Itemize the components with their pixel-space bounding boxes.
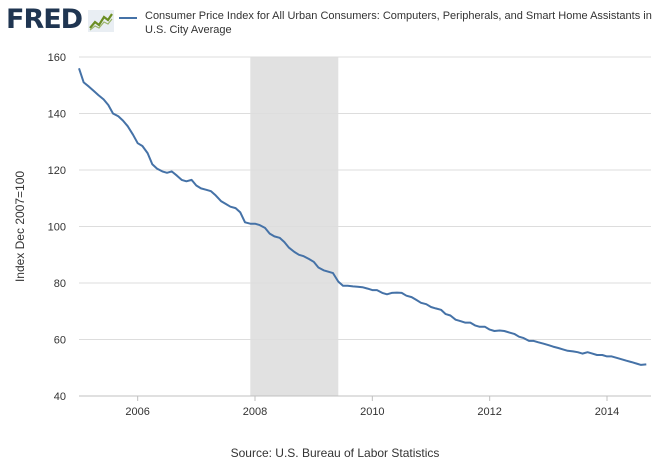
chart-header: FRED Consumer Price Index for All Urban … xyxy=(0,0,670,48)
legend-swatch xyxy=(119,17,137,19)
y-tick-label-100: 100 xyxy=(48,222,66,234)
source-note: Source: U.S. Bureau of Labor Statistics xyxy=(230,446,440,460)
series-layer xyxy=(78,67,647,366)
chart-line-icon xyxy=(88,10,114,32)
y-tick-label-40: 40 xyxy=(54,391,66,403)
legend-label[interactable]: Consumer Price Index for All Urban Consu… xyxy=(145,10,652,36)
y-tick-label-160: 160 xyxy=(48,52,66,64)
y-tick-label-120: 120 xyxy=(48,165,66,177)
x-tick-label-2012: 2012 xyxy=(477,406,501,418)
x-tick-label-2006: 2006 xyxy=(125,406,149,418)
series-line-0 xyxy=(78,67,647,366)
y-axis-label: Index Dec 2007=100 xyxy=(13,171,27,282)
y-tick-label-140: 140 xyxy=(48,109,66,121)
x-tick-label-2008: 2008 xyxy=(243,406,267,418)
axis-layer: 40 60 80 100 120 140 160 2006 2008 2010 2012 2014 In… xyxy=(13,52,651,418)
y-tick-label-60: 60 xyxy=(54,335,66,347)
x-tick-label-2014: 2014 xyxy=(595,406,619,418)
fred-logo[interactable]: FRED xyxy=(6,4,83,35)
grid-layer xyxy=(79,56,651,340)
x-tick-label-2010: 2010 xyxy=(360,406,384,418)
y-tick-label-80: 80 xyxy=(54,278,66,290)
